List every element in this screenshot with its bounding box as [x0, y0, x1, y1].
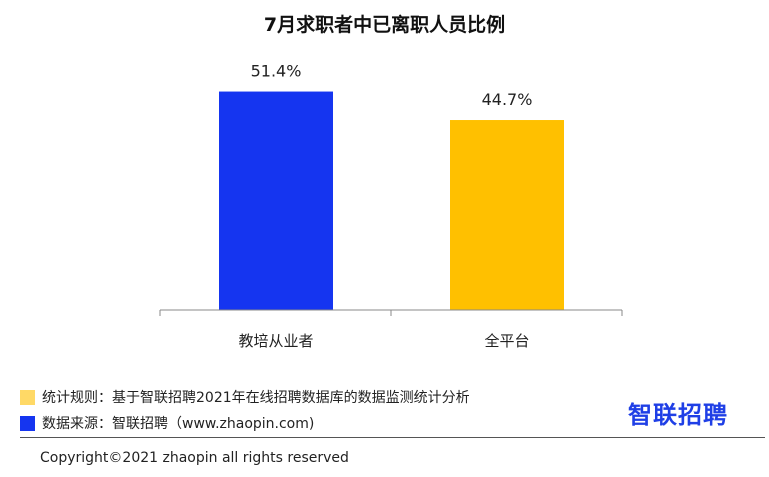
category-label: 教培从业者 [238, 332, 313, 350]
footer-divider [20, 437, 765, 438]
zhaopin-logo: 智联招聘 [628, 401, 728, 429]
statistics-rule-text: 统计规则：基于智联招聘2021年在线招聘数据库的数据监测统计分析 [42, 390, 470, 406]
data-source-note: 数据来源：智联招聘（www.zhaopin.com) [20, 413, 314, 433]
chart-title: 7月求职者中已离职人员比例 [263, 14, 506, 36]
bar-chart: 51.4% 44.7% 教培从业者 全平台 [159, 62, 623, 350]
category-label: 全平台 [484, 332, 529, 350]
copyright-text: Copyright©2021 zhaopin all rights reserv… [40, 450, 349, 466]
bar-value-label: 44.7% [482, 90, 533, 109]
data-source-text: 数据来源：智联招聘（www.zhaopin.com) [42, 416, 315, 432]
bar-2 [450, 120, 564, 311]
bar-value-label: 51.4% [251, 62, 302, 81]
bar-1 [219, 91, 333, 310]
rule-swatch [20, 389, 35, 405]
source-swatch [20, 415, 35, 431]
statistics-rule-note: 统计规则：基于智联招聘2021年在线招聘数据库的数据监测统计分析 [20, 387, 470, 407]
